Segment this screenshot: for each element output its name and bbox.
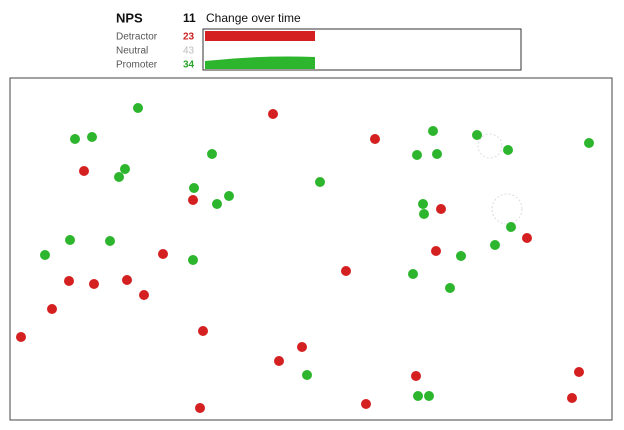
ripple (477, 133, 503, 159)
promoter-dot (105, 236, 115, 246)
detractor-dot (158, 249, 168, 259)
promoter-dot (133, 103, 143, 113)
promoter-dot (120, 164, 130, 174)
promoter-dot (207, 149, 217, 159)
promoter-dot (584, 138, 594, 148)
trend-detractor-band (205, 31, 315, 41)
promoter-dot (188, 255, 198, 265)
trend-label: Change over time (206, 11, 301, 25)
promoter-dot (428, 126, 438, 136)
detractor-dot (122, 275, 132, 285)
promoter-dot (506, 222, 516, 232)
ripple (491, 193, 523, 225)
legend-count: 34 (183, 60, 195, 71)
promoter-dot (189, 183, 199, 193)
detractor-dot (522, 233, 532, 243)
detractor-dot (431, 246, 441, 256)
promoter-dot (419, 209, 429, 219)
promoter-dot (87, 132, 97, 142)
promoter-dot (456, 251, 466, 261)
promoter-dot (212, 199, 222, 209)
detractor-dot (89, 279, 99, 289)
promoter-dot (70, 134, 80, 144)
promoter-dot (418, 199, 428, 209)
detractor-dot (370, 134, 380, 144)
promoter-dot (315, 177, 325, 187)
detractor-dot (574, 367, 584, 377)
detractor-dot (341, 266, 351, 276)
trend-promoter-band (205, 56, 315, 69)
promoter-dot (445, 283, 455, 293)
promoter-dot (432, 149, 442, 159)
detractor-dot (567, 393, 577, 403)
promoter-dot (65, 235, 75, 245)
promoter-dot (224, 191, 234, 201)
promoter-dot (40, 250, 50, 260)
nps-title: NPS (116, 10, 143, 25)
legend-count: 23 (183, 32, 195, 43)
detractor-dot (79, 166, 89, 176)
legend-label: Promoter (116, 60, 158, 71)
nps-score: 11 (183, 11, 196, 25)
promoter-dot (413, 391, 423, 401)
detractor-dot (198, 326, 208, 336)
legend-label: Neutral (116, 46, 148, 57)
legend-label: Detractor (116, 32, 158, 43)
promoter-dot (424, 391, 434, 401)
promoter-dot (472, 130, 482, 140)
respondent-area (9, 77, 613, 421)
detractor-dot (195, 403, 205, 413)
promoter-dot (412, 150, 422, 160)
promoter-dot (503, 145, 513, 155)
detractor-dot (188, 195, 198, 205)
detractor-dot (47, 304, 57, 314)
promoter-dot (114, 172, 124, 182)
respondent-dots (16, 103, 594, 413)
detractor-dot (436, 204, 446, 214)
detractor-dot (361, 399, 371, 409)
detractor-dot (411, 371, 421, 381)
detractor-dot (139, 290, 149, 300)
legend-count: 43 (183, 46, 195, 57)
detractor-dot (16, 332, 26, 342)
detractor-dot (274, 356, 284, 366)
detractor-dot (297, 342, 307, 352)
detractor-dot (268, 109, 278, 119)
detractor-dot (64, 276, 74, 286)
promoter-dot (490, 240, 500, 250)
promoter-dot (302, 370, 312, 380)
promoter-dot (408, 269, 418, 279)
